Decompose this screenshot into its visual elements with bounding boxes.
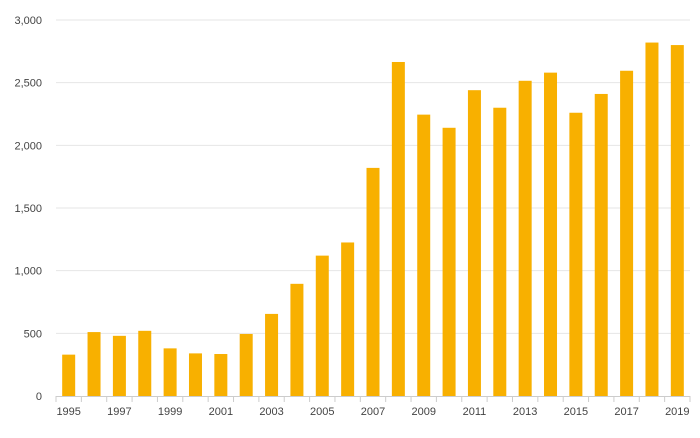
y-axis-labels: 0 500 1,000 1,500 2,000 2,500 3,000 [14,15,42,403]
bar-2007 [366,167,380,396]
bar-2006 [341,242,355,396]
bar-2016 [594,93,608,397]
y-tick-label: 2,000 [14,140,42,152]
x-tick-label: 2005 [310,406,334,418]
x-tick-label: 1995 [56,406,80,418]
x-axis [55,396,691,402]
bar-2010 [442,127,456,396]
y-tick-label: 1,500 [14,203,42,215]
bar-2005 [315,255,329,396]
bar-2013 [518,80,532,396]
bar-2014 [544,72,558,396]
bar-1997 [112,335,126,396]
bar-2009 [417,114,431,397]
bar-2012 [493,107,507,396]
bar-2015 [569,112,583,396]
x-tick-label: 2009 [411,406,435,418]
x-tick-label: 2015 [564,406,588,418]
bar-1998 [138,330,152,396]
bar-1996 [87,332,101,396]
bar-1999 [163,348,177,396]
bar-2002 [239,333,253,396]
x-tick-label: 2017 [614,406,638,418]
bar-2008 [391,61,405,397]
bar-2019 [670,45,684,397]
bar-2003 [265,313,279,396]
y-tick-label: 500 [24,328,42,340]
x-tick-label: 2001 [209,406,233,418]
x-tick-label: 2011 [463,406,487,418]
bar-2011 [467,90,481,396]
bar-2001 [214,354,228,396]
y-tick-label: 1,000 [14,266,42,278]
x-tick-label: 2007 [361,406,385,418]
bar-2004 [290,283,304,396]
x-tick-label: 1997 [107,406,131,418]
x-tick-label: 2019 [665,406,689,418]
y-tick-label: 0 [36,391,42,403]
x-tick-label: 2013 [513,406,537,418]
x-tick-label: 2003 [259,406,283,418]
bar-2018 [645,42,659,397]
x-tick-label: 1999 [158,406,182,418]
x-axis-labels: 1995 1997 1999 2001 2003 2005 2007 2009 2011 2013… [56,406,689,418]
bars [62,42,684,397]
y-tick-label: 3,000 [14,15,42,27]
bar-2000 [188,353,202,396]
bar-1995 [62,354,76,396]
bar-2017 [620,70,634,396]
y-tick-label: 2,500 [14,78,42,90]
